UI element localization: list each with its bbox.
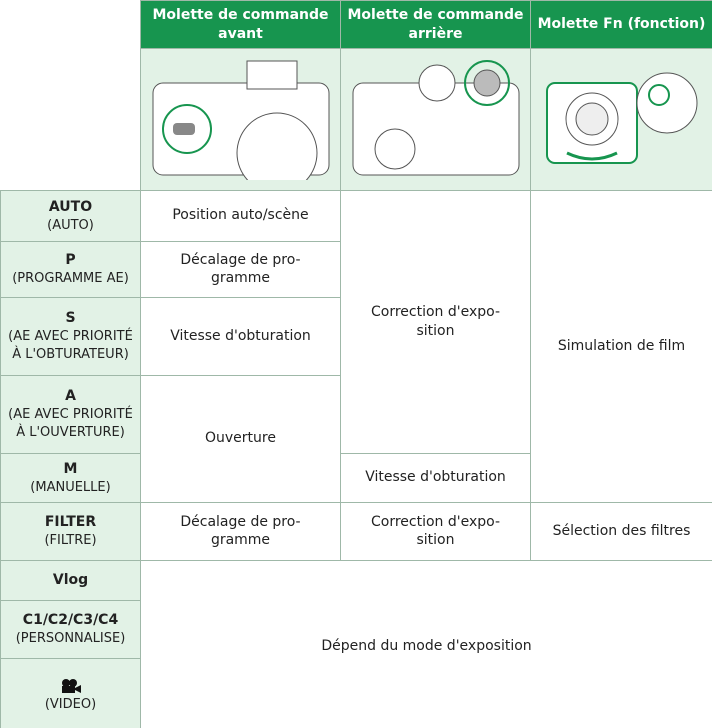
cell: Position auto/scène — [140, 189, 341, 242]
mode-label: S (AE AVEC PRIORITÉ À L'OBTURATEUR) — [0, 296, 141, 376]
line: gramme — [210, 532, 271, 549]
camera-illustration — [545, 72, 697, 164]
mode-desc: (AE AVEC PRIORITÉ À L'OBTURATEUR) — [8, 329, 133, 362]
mode-desc: (MANUELLE) — [30, 479, 111, 495]
fn-dial-image — [530, 48, 712, 191]
mode-label: Vlog — [0, 559, 141, 601]
cell: Dépend du mode d'exposition — [140, 559, 712, 728]
mode-desc: (AUTO) — [47, 217, 94, 233]
mode-desc: (VIDEO) — [44, 697, 97, 713]
line: sition — [416, 322, 455, 339]
mode-name: S — [65, 310, 76, 327]
column-header: Molette de commande avant — [140, 0, 341, 49]
mode-label: FILTER (FILTRE) — [0, 501, 141, 561]
mode-name: C1/C2/C3/C4 — [22, 612, 119, 629]
column-header: Molette Fn (fonction) — [530, 0, 712, 49]
cell: Simulation de film — [530, 189, 712, 503]
mode-name: FILTER — [44, 514, 97, 531]
cell: Décalage de pro-gramme — [140, 501, 341, 561]
mode-name: M — [63, 460, 78, 477]
blank — [0, 48, 141, 191]
mode-name: AUTO — [48, 198, 93, 215]
line: gramme — [210, 270, 271, 287]
cell: Correction d'expo-sition — [340, 501, 531, 561]
line: Correction d'expo- — [370, 513, 501, 530]
mode-desc: (PROGRAMME AE) — [12, 271, 129, 287]
mode-desc: (FILTRE) — [44, 533, 97, 549]
camera-illustration — [352, 60, 519, 176]
cell: Vitesse d'obturation — [340, 452, 531, 503]
column-header: Molette de commande arrière — [340, 0, 531, 49]
mode-desc: (AE AVEC PRIORITÉ À L'OUVERTURE) — [8, 407, 133, 440]
mode-name: A — [65, 388, 76, 405]
rear-dial-image — [340, 48, 531, 191]
blank — [0, 0, 141, 49]
cell: Sélection des filtres — [530, 501, 712, 561]
mode-label: M (MANUELLE) — [0, 452, 141, 503]
mode-name: Vlog — [52, 571, 89, 588]
mode-desc: (PERSONNALISE) — [15, 631, 126, 647]
cell: Décalage de pro-gramme — [140, 240, 341, 298]
camera-illustration — [152, 60, 329, 194]
mode-label: (VIDEO) — [0, 657, 141, 728]
video-icon — [61, 679, 81, 694]
cell: Correction d'expo-sition — [340, 189, 531, 454]
line: Décalage de pro- — [180, 513, 301, 530]
line: Décalage de pro- — [180, 251, 301, 268]
mode-label: C1/C2/C3/C4 (PERSONNALISE) — [0, 599, 141, 659]
line: sition — [416, 532, 455, 549]
cell: Vitesse d'obturation — [140, 296, 341, 376]
cell: Ouverture — [140, 374, 341, 503]
line: Correction d'expo- — [370, 304, 501, 320]
mode-label: P (PROGRAMME AE) — [0, 240, 141, 298]
front-dial-image — [140, 48, 341, 194]
mode-label: AUTO (AUTO) — [0, 189, 141, 242]
mode-label: A (AE AVEC PRIORITÉ À L'OUVERTURE) — [0, 374, 141, 454]
mode-name: P — [65, 252, 76, 269]
